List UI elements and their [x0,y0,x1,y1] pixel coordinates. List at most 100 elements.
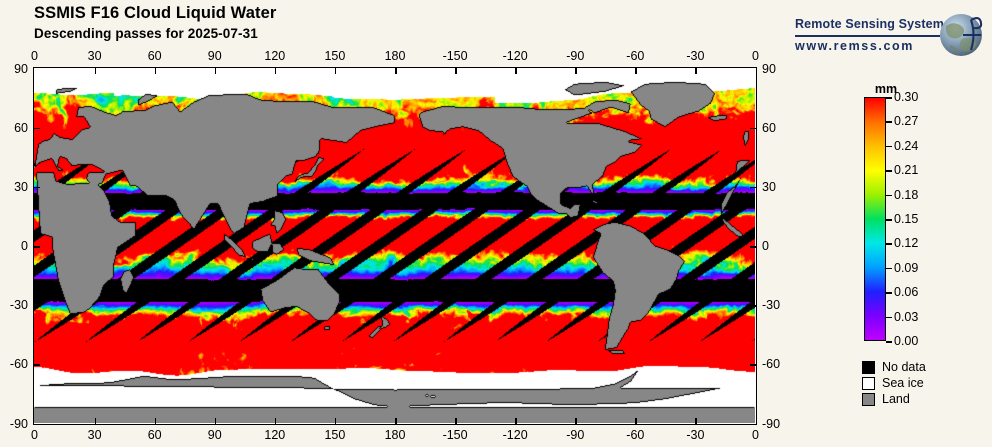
x-tick-top [214,68,217,74]
logo-divider [795,35,940,37]
colorbar-gradient [864,97,886,341]
y-axis-label-right: 90 [762,61,776,76]
y-tick [34,364,40,366]
colorbar-unit-label: mm [874,82,898,96]
x-tick-top [94,68,97,74]
legend-label: No data [882,360,926,374]
map-plot-area[interactable] [33,67,757,425]
colorbar-tick-label: 0.27 [894,114,919,129]
colorbar-tick-label: 0.06 [894,285,919,300]
x-axis-label: 120 [264,428,286,442]
y-axis-label-right: -30 [762,298,781,313]
x-axis-label-top: 180 [384,49,406,63]
y-axis-label-left: -90 [9,416,28,431]
legend-swatch [862,393,875,406]
x-tick-top [515,68,517,74]
x-tick [455,418,457,424]
x-axis-label-top: 150 [324,49,346,63]
colorbar-tick-label: 0.18 [894,187,919,202]
colorbar-tick-label: 0.09 [894,260,919,275]
y-axis-label-right: 0 [762,239,769,253]
y-axis-label-left: -60 [9,357,28,372]
x-axis-label: 0 [752,428,759,442]
x-axis-label-top: 0 [752,49,759,63]
x-tick [575,418,577,424]
y-axis-label-right: 30 [762,179,776,194]
x-tick-top [575,68,577,74]
colorbar-tick [886,243,892,245]
x-axis-label-top: 0 [31,49,38,63]
colorbar-tick [886,219,892,221]
x-tick [334,418,337,424]
x-axis-label-top: 90 [207,49,222,63]
x-axis-label: -90 [566,428,585,442]
x-tick-top [695,68,697,74]
colorbar-tick [886,341,892,343]
y-tick [34,246,40,248]
y-axis-label-left: 0 [21,239,28,253]
x-axis-label: -60 [626,428,645,442]
y-tick [34,127,40,130]
x-tick-top [635,68,637,74]
x-tick [695,418,697,424]
x-axis-label: 30 [87,428,102,442]
y-tick-right [750,127,756,130]
x-tick [515,418,517,424]
x-tick [274,418,277,424]
colorbar-tick-label: 0.15 [894,212,919,226]
colorbar: mm 0.30 0.27 0.24 0.21 0.18 0.15 0.12 0.09 0.06 0… [862,82,982,352]
x-axis-label: 90 [207,428,222,442]
y-axis-label-left: 90 [14,61,28,76]
colorbar-tick-label: 0.21 [894,163,919,178]
globe-icon [940,14,983,56]
colorbar-tick [886,267,892,270]
x-axis-label-top: -150 [442,49,468,63]
colorbar-tick-label: 0.30 [894,90,919,104]
x-tick [154,418,157,424]
colorbar-tick [886,97,892,99]
x-tick [214,418,217,424]
x-axis-label: 60 [147,428,162,442]
map-legend: No data Sea ice Land [862,360,982,418]
legend-label: Land [882,392,910,406]
x-axis-label-top: 60 [147,49,162,63]
colorbar-tick-label: 0.03 [894,309,919,324]
x-axis-label-top: 120 [264,49,286,63]
y-tick-right [750,305,756,307]
colorbar-tick [886,170,892,172]
x-tick-top [334,68,337,74]
page-subtitle: Descending passes for 2025-07-31 [34,26,258,41]
x-axis-label-top: -90 [566,49,585,63]
y-tick-right [750,246,756,248]
x-axis-label: 180 [384,428,406,442]
colorbar-tick [886,145,892,148]
x-axis-label: 150 [324,428,346,442]
colorbar-tick [886,121,892,123]
legend-label: Sea ice [882,376,924,390]
page-title: SSMIS F16 Cloud Liquid Water [34,4,277,22]
x-tick-top [455,68,457,74]
colorbar-tick [886,316,892,319]
y-tick [34,186,40,189]
x-tick [395,418,397,424]
x-tick-top [154,68,157,74]
cloud-liquid-water-map [34,68,755,423]
legend-swatch [862,361,875,374]
x-axis-label-top: -30 [686,49,705,63]
remss-logo: Remote Sensing Systems www.remss.com [795,8,985,64]
x-tick [635,418,637,424]
y-tick-right [750,364,756,366]
colorbar-tick [886,194,892,197]
colorbar-tick [886,292,892,294]
x-axis-label-top: 30 [87,49,102,63]
y-axis-label-left: 60 [14,120,28,135]
logo-company-name: Remote Sensing Systems [795,17,952,31]
y-tick [34,305,40,307]
x-tick [94,418,97,424]
x-axis-label: -150 [442,428,468,442]
colorbar-tick-label: 0.24 [894,138,919,153]
y-axis-label-left: 30 [14,179,28,194]
x-tick-top [395,68,397,74]
logo-website: www.remss.com [795,39,914,53]
x-tick-top [274,68,277,74]
